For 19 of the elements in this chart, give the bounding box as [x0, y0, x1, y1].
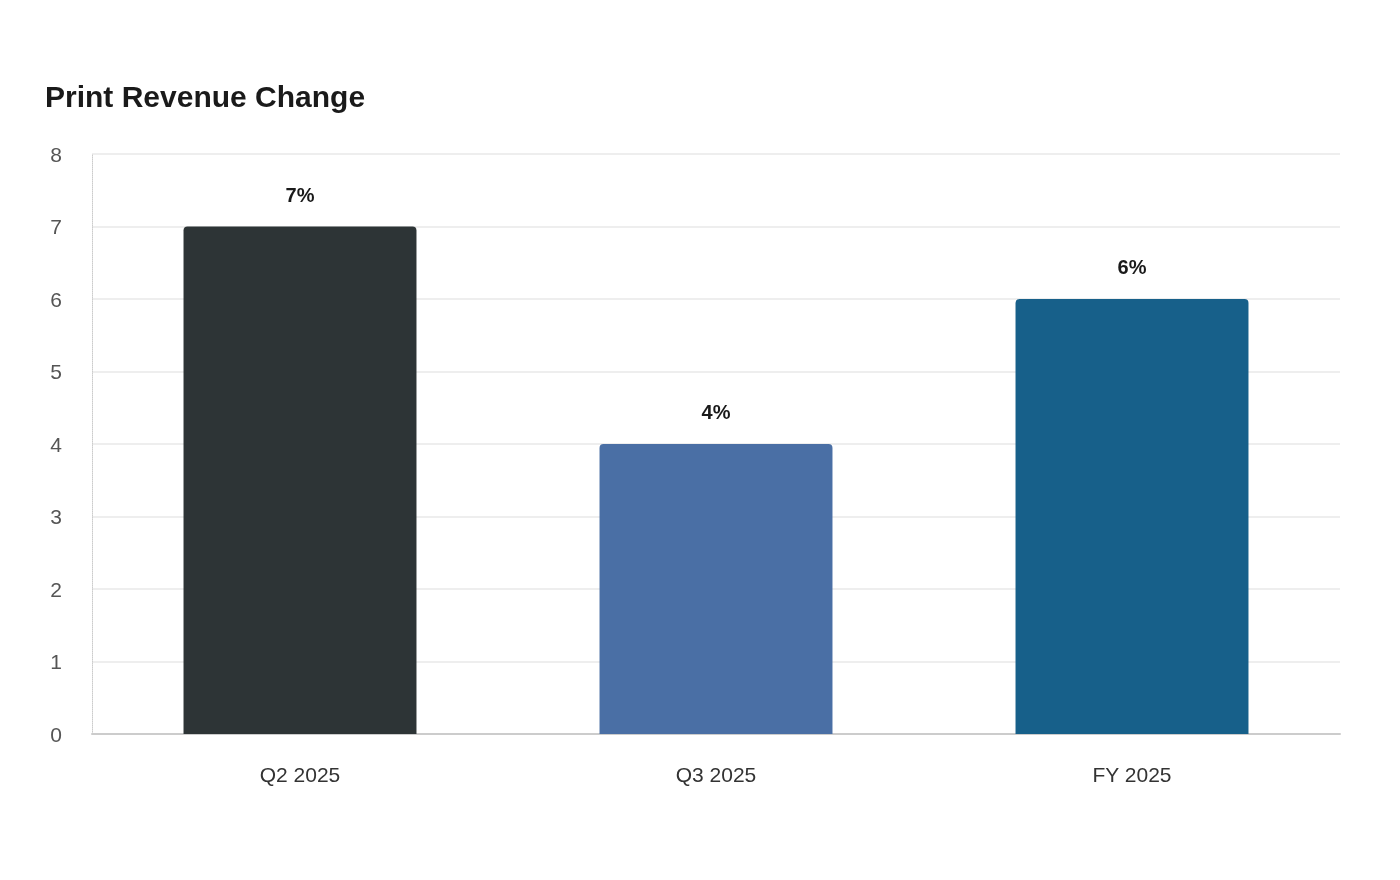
data-label: 6%: [1117, 256, 1147, 278]
y-tick-label: 7: [50, 215, 62, 238]
data-label: 7%: [285, 183, 315, 206]
data-label: 4%: [701, 401, 731, 423]
chart-title: Print Revenue Change: [45, 79, 366, 113]
y-tick-label: 2: [50, 577, 62, 601]
y-tick-label: 0: [50, 722, 62, 746]
y-tick-label: 5: [50, 360, 62, 383]
y-tick-label: 8: [50, 142, 62, 166]
bar: [599, 444, 833, 734]
x-tick-label: FY 2025: [1092, 763, 1172, 786]
bar: [183, 226, 417, 734]
bar: [1015, 299, 1249, 734]
x-tick-label: Q3 2025: [675, 763, 757, 786]
y-tick-label: 1: [50, 650, 62, 673]
y-tick-label: 4: [50, 432, 63, 456]
y-tick-label: 3: [50, 505, 62, 528]
x-tick-label: Q2 2025: [259, 763, 341, 786]
y-tick-label: 6: [50, 287, 62, 311]
